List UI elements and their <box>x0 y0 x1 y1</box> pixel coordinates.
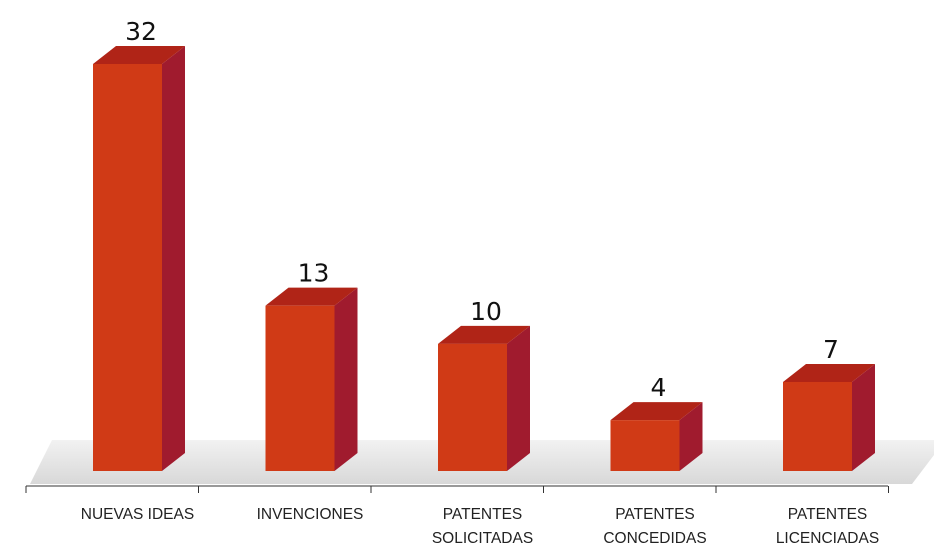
x-axis-ticks <box>25 486 889 493</box>
bar-side <box>334 287 358 471</box>
category-label: PATENTES CONCEDIDAS <box>603 506 706 547</box>
bar-side <box>507 325 530 471</box>
bar-side <box>852 363 875 471</box>
bar-top <box>93 46 185 64</box>
bar-value-label: 10 <box>470 297 502 326</box>
bar-front <box>265 305 335 471</box>
bar-value-label: 4 <box>651 373 667 402</box>
bar <box>93 46 185 471</box>
bar-top <box>438 325 530 344</box>
bar-front <box>438 343 507 471</box>
bar-top <box>783 363 875 382</box>
category-label: INVENCIONES <box>257 506 364 523</box>
bar-side <box>679 402 703 471</box>
bar-front <box>93 64 162 471</box>
bar-side <box>162 46 185 471</box>
bar-front <box>783 381 852 471</box>
bar-top <box>610 402 703 421</box>
bar-top <box>265 287 358 306</box>
bar-front <box>610 420 680 471</box>
category-labels: NUEVAS IDEAS INVENCIONES PATENTES SOLICITAD… <box>81 506 879 547</box>
value-labels: 32 13 10 4 7 <box>125 17 839 402</box>
bar-value-label: 7 <box>823 335 839 364</box>
bar <box>783 363 875 471</box>
bar <box>610 402 703 471</box>
bar-value-label: 32 <box>125 17 157 46</box>
category-label: PATENTES SOLICITADAS <box>432 506 533 547</box>
bar <box>265 287 358 471</box>
bar <box>438 325 530 471</box>
category-label: NUEVAS IDEAS <box>81 506 194 523</box>
bars-group <box>93 46 875 471</box>
category-label: PATENTES LICENCIADAS <box>776 506 879 547</box>
bar-value-label: 13 <box>298 259 330 288</box>
